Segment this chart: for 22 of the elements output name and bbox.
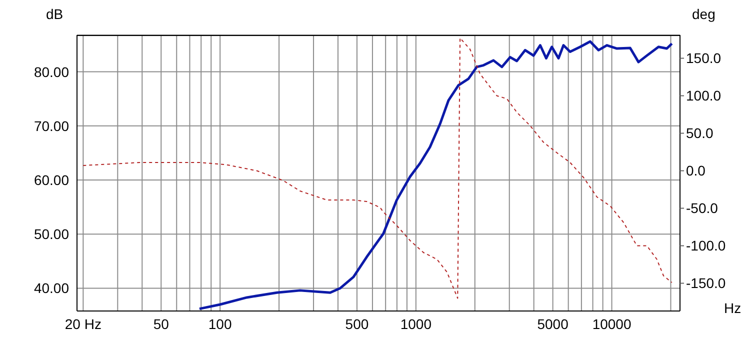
x-axis-title: Hz [724, 300, 742, 316]
y2-tick-label: 100.0 [686, 88, 722, 104]
y-tick-label: 70.00 [34, 118, 70, 134]
y-tick-label: 80.00 [34, 64, 70, 80]
x-tick-label: 100 [208, 316, 232, 332]
x-tick-label: 1000 [400, 316, 432, 332]
x-tick-label: 20 Hz [64, 316, 102, 332]
x-tick-label: 5000 [537, 316, 569, 332]
y-tick-label: 50.00 [34, 226, 70, 242]
y2-tick-label: 0.0 [686, 162, 706, 179]
y2-tick-label: -150.0 [686, 275, 726, 292]
y-tick-label: 60.00 [34, 172, 70, 188]
x-tick-label: 10000 [592, 316, 632, 332]
y2-tick-label: -100.0 [686, 238, 726, 254]
y2-tick-label: 50.0 [686, 125, 714, 142]
y2-tick-label: -50.0 [686, 200, 718, 216]
y-tick-label: 40.00 [34, 280, 70, 296]
y2-axis-title: deg [692, 6, 716, 22]
x-tick-label: 500 [345, 316, 369, 332]
x-tick-label: 50 [153, 316, 170, 332]
y2-tick-label: 150.0 [686, 50, 722, 66]
y-axis-title: dB [46, 6, 64, 22]
